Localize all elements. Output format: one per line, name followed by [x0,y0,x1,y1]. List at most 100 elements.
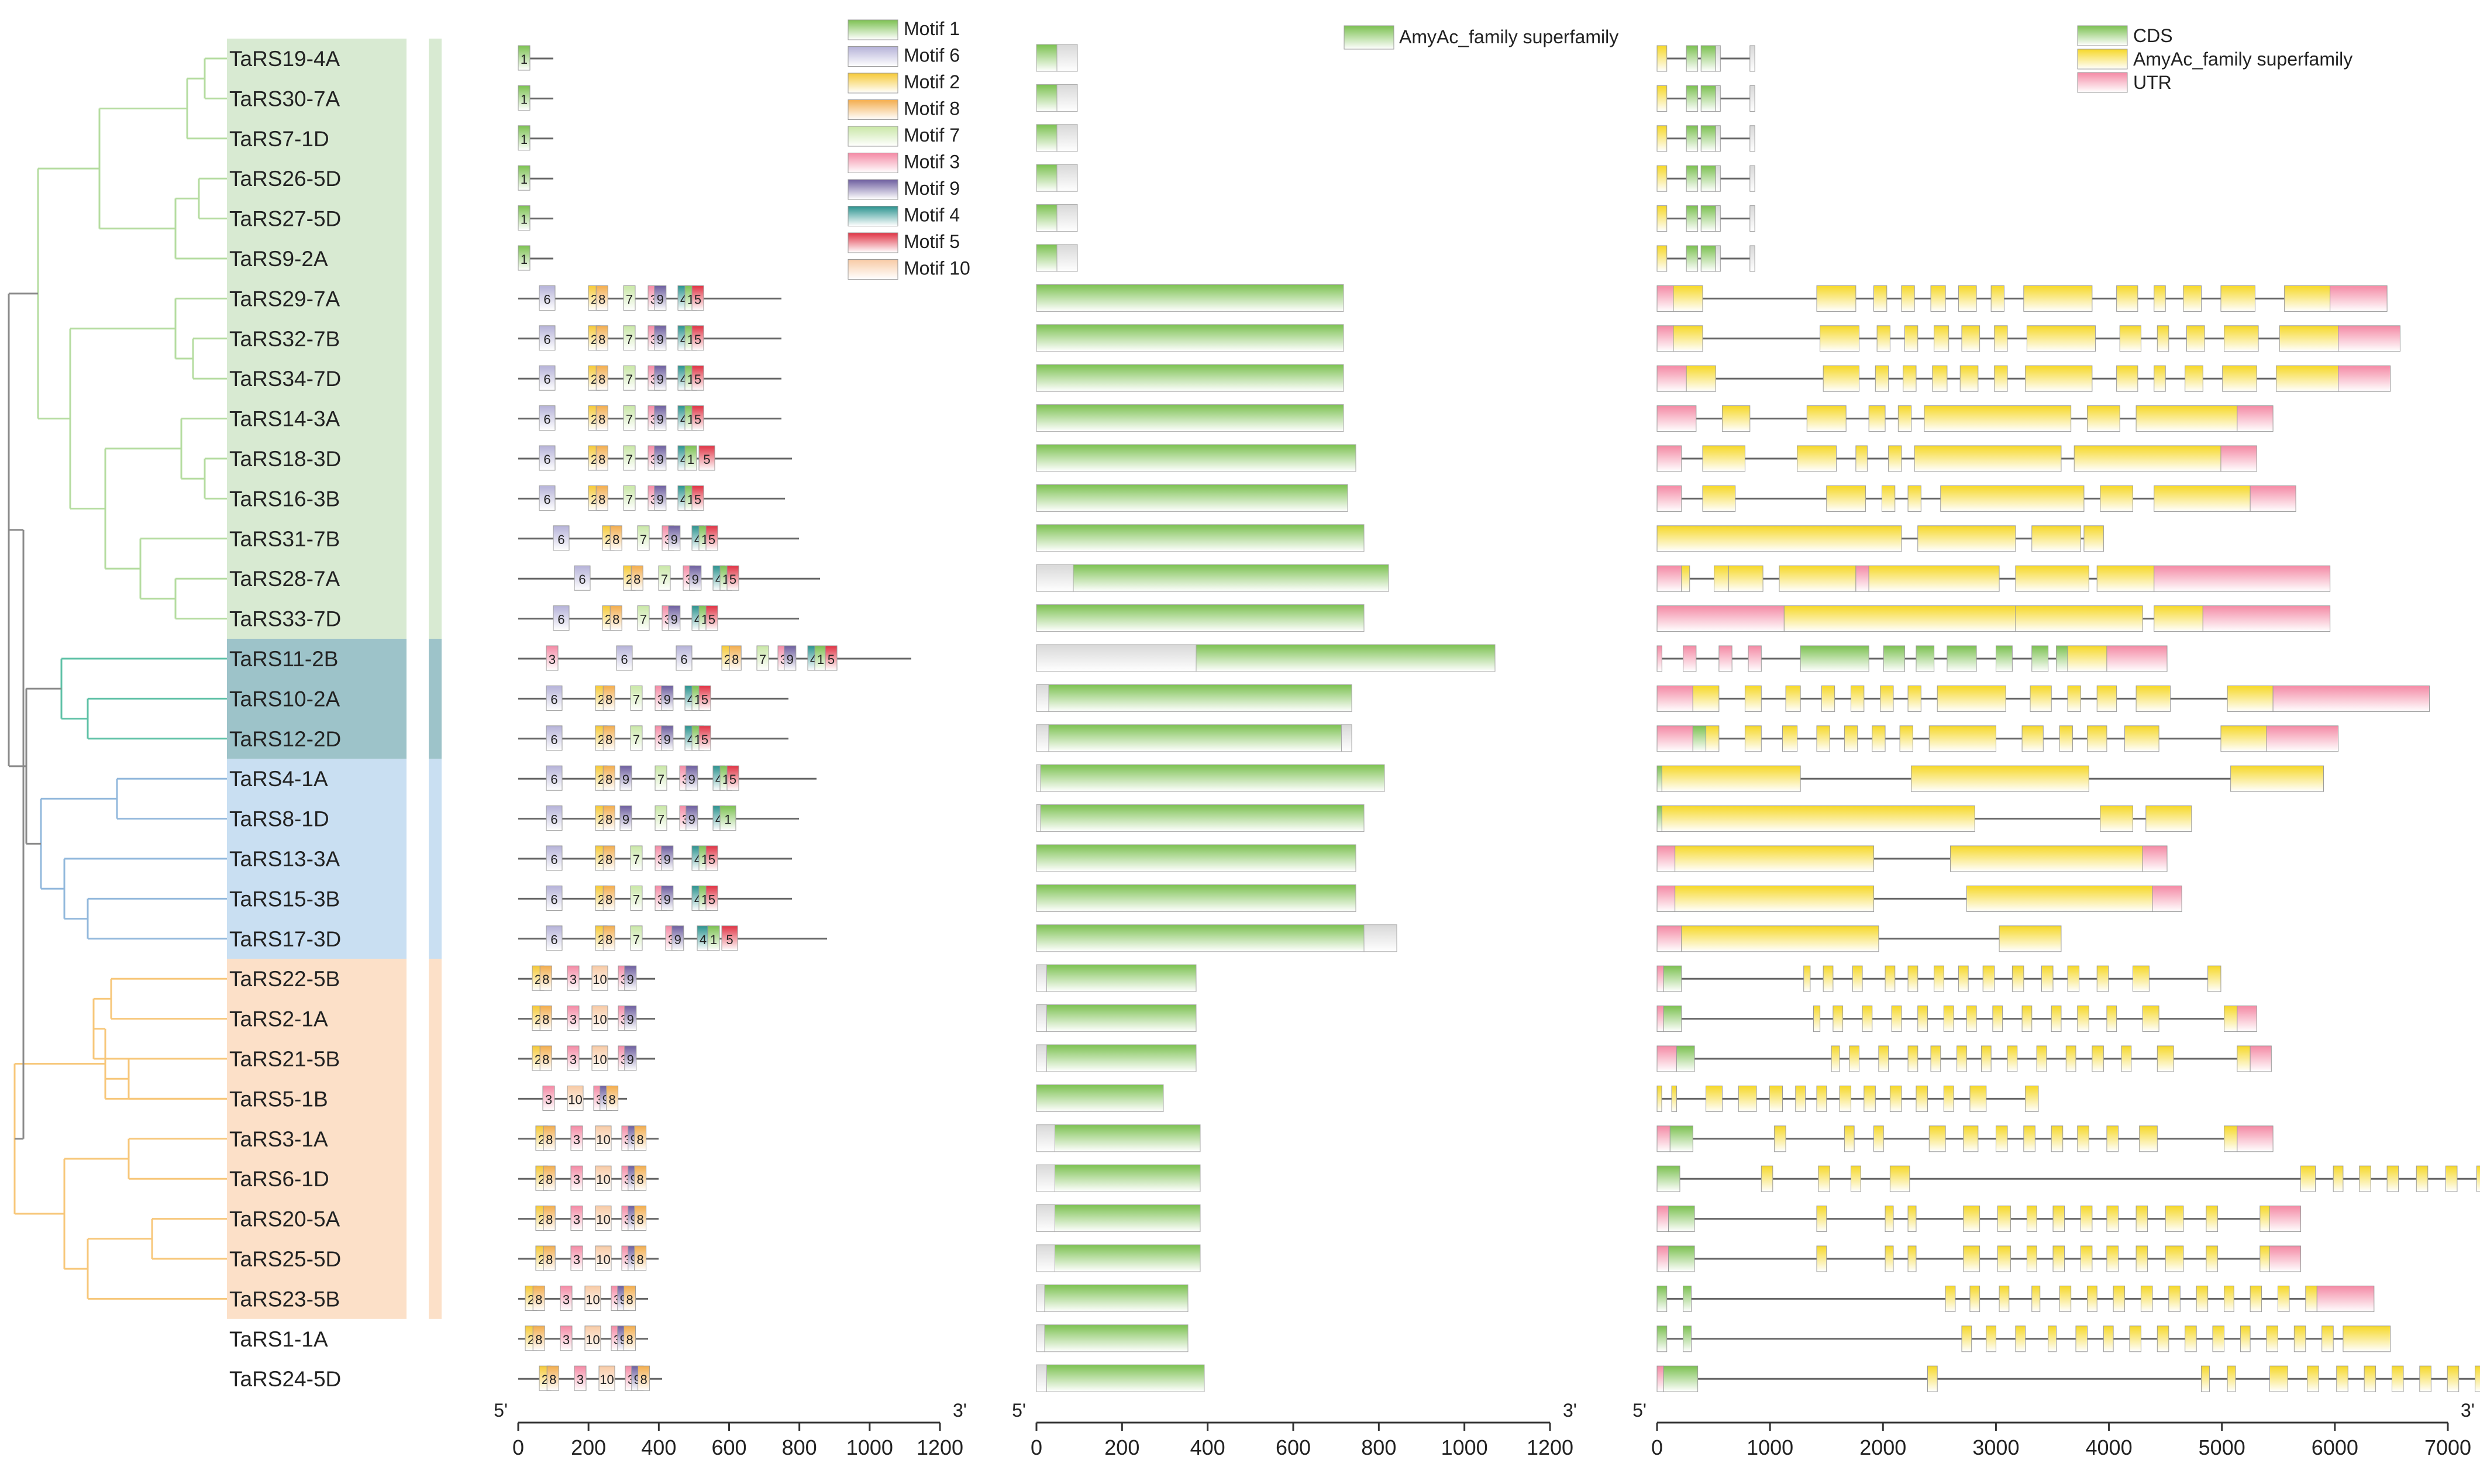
amyac-exon [1949,845,2143,872]
motif-box [543,1206,556,1231]
gene-label: TaRS8-1D [229,807,329,831]
amyac-exon [2154,485,2251,512]
amyac-domain [1036,124,1058,152]
non-domain-region [1056,44,1078,72]
motif-box [595,405,608,431]
amyac-exon [1844,1125,1855,1152]
domain-row [1036,404,1344,432]
domain-row [1036,564,1389,592]
amyac-exon [2119,325,2141,352]
cds-block [1668,1245,1695,1272]
amyac-exon [1927,1365,1938,1392]
utr-block [1656,325,1674,352]
motif-box [570,1245,583,1271]
domain-row [1036,684,1352,712]
utr-block [1656,845,1676,872]
utr-block [1656,1206,1669,1232]
motif-number: 6 [578,572,585,587]
legends: Motif 1 Motif 6 Motif 2 Motif 8 Motif 7 Motif… [848,18,2352,280]
amyac-exon [1969,1085,1987,1112]
amyac-exon [2343,1325,2391,1352]
amyac-exon [2106,1006,2117,1032]
amyac-exon [1928,725,1996,752]
motif-number: 7 [640,532,647,547]
motif-box [595,445,608,471]
amyac-exon [1875,365,1889,392]
motif-number: 8 [605,852,612,867]
amyac-domain [1046,1044,1197,1072]
amyac-exon [2103,1325,2114,1352]
amyac-exon [2015,1325,2026,1352]
amyac-exon [2116,285,2138,312]
amyac-exon [1899,725,1913,752]
motif-box [624,965,637,991]
amyac-exon [2237,1045,2251,1072]
motif-box [634,1125,647,1151]
amyac-exon [2083,525,2104,552]
amyac-exon [1966,885,2153,912]
motif-legend-swatch [848,232,898,253]
cds-block [2031,645,2049,672]
amyac-exon [1769,1085,1783,1112]
amyac-exon [2186,325,2205,352]
cds-block [1668,1206,1695,1232]
motif-number: 10 [596,1213,610,1227]
amyac-exon [2106,1125,2119,1152]
motif-legend-label: Motif 7 [904,125,960,146]
amyac-exon [1904,325,1918,352]
axis-tick-label: 400 [1190,1435,1225,1459]
domain-axis: 5' 3' 0 200 400 600 800 1000 1200 [1012,1400,1577,1459]
motif-number: 5 [694,492,701,507]
motif-legend-label: Motif 2 [904,71,960,92]
amyac-exon [2359,1165,2371,1192]
motif-box [567,1085,584,1111]
gene-row [1656,1206,2301,1232]
amyac-domain [1036,164,1058,192]
amyac-exon [2220,285,2255,312]
amyac-exon [1851,685,1865,712]
amyac-exon [1821,685,1835,712]
motif-row: 2 8 3 10 398 [518,1125,659,1151]
grey-block [1715,165,1721,192]
amyac-exon [2206,1206,2218,1232]
group-band-1 [227,39,407,639]
motif-box [602,765,615,791]
motif-box [539,965,552,991]
amyac-exon [2183,285,2202,312]
motif-box [546,845,563,871]
amyac-exon [1795,1085,1806,1112]
amyac-domain [1055,1204,1201,1232]
amyac-exon [2106,1245,2119,1272]
amyac-exon [1702,485,1736,512]
gene-label: TaRS9-2A [229,247,328,271]
motif-number: 3 [563,1292,570,1307]
amyac-exon [1744,685,1762,712]
amyac-exon [2336,1365,2348,1392]
amyac-exon [1966,1006,1977,1032]
axis-tick-label: 800 [1361,1435,1396,1459]
motif-number: 9 [657,372,664,387]
motif-legend-label: Motif 10 [904,258,970,279]
amyac-domain [1036,284,1344,312]
cds-block [1700,205,1716,232]
amyac-domain [1036,884,1356,912]
amyac-exon [1656,45,1668,72]
utr-block [2154,565,2331,592]
amyac-domain [1055,1244,1201,1272]
utr-block [2316,1285,2375,1312]
motif-box [616,645,633,671]
cds-block [1656,1165,1680,1192]
amyac-exon [1982,965,1995,992]
motif-row: 6 2 8 7 39 4 1 5 [518,885,792,911]
cds-block [1800,645,1869,672]
utr-block [2152,885,2182,912]
domain-row [1036,924,1397,952]
motif-number: 9 [657,292,664,307]
amyac-domain [1044,1284,1189,1312]
amyac-exon [1782,725,1798,752]
motif-number: 7 [657,812,664,827]
amyac-exon [1728,565,1763,592]
amyac-exon [1816,1245,1827,1272]
motif-legend-label: Motif 3 [904,152,960,173]
motif-number: 10 [600,1372,614,1387]
